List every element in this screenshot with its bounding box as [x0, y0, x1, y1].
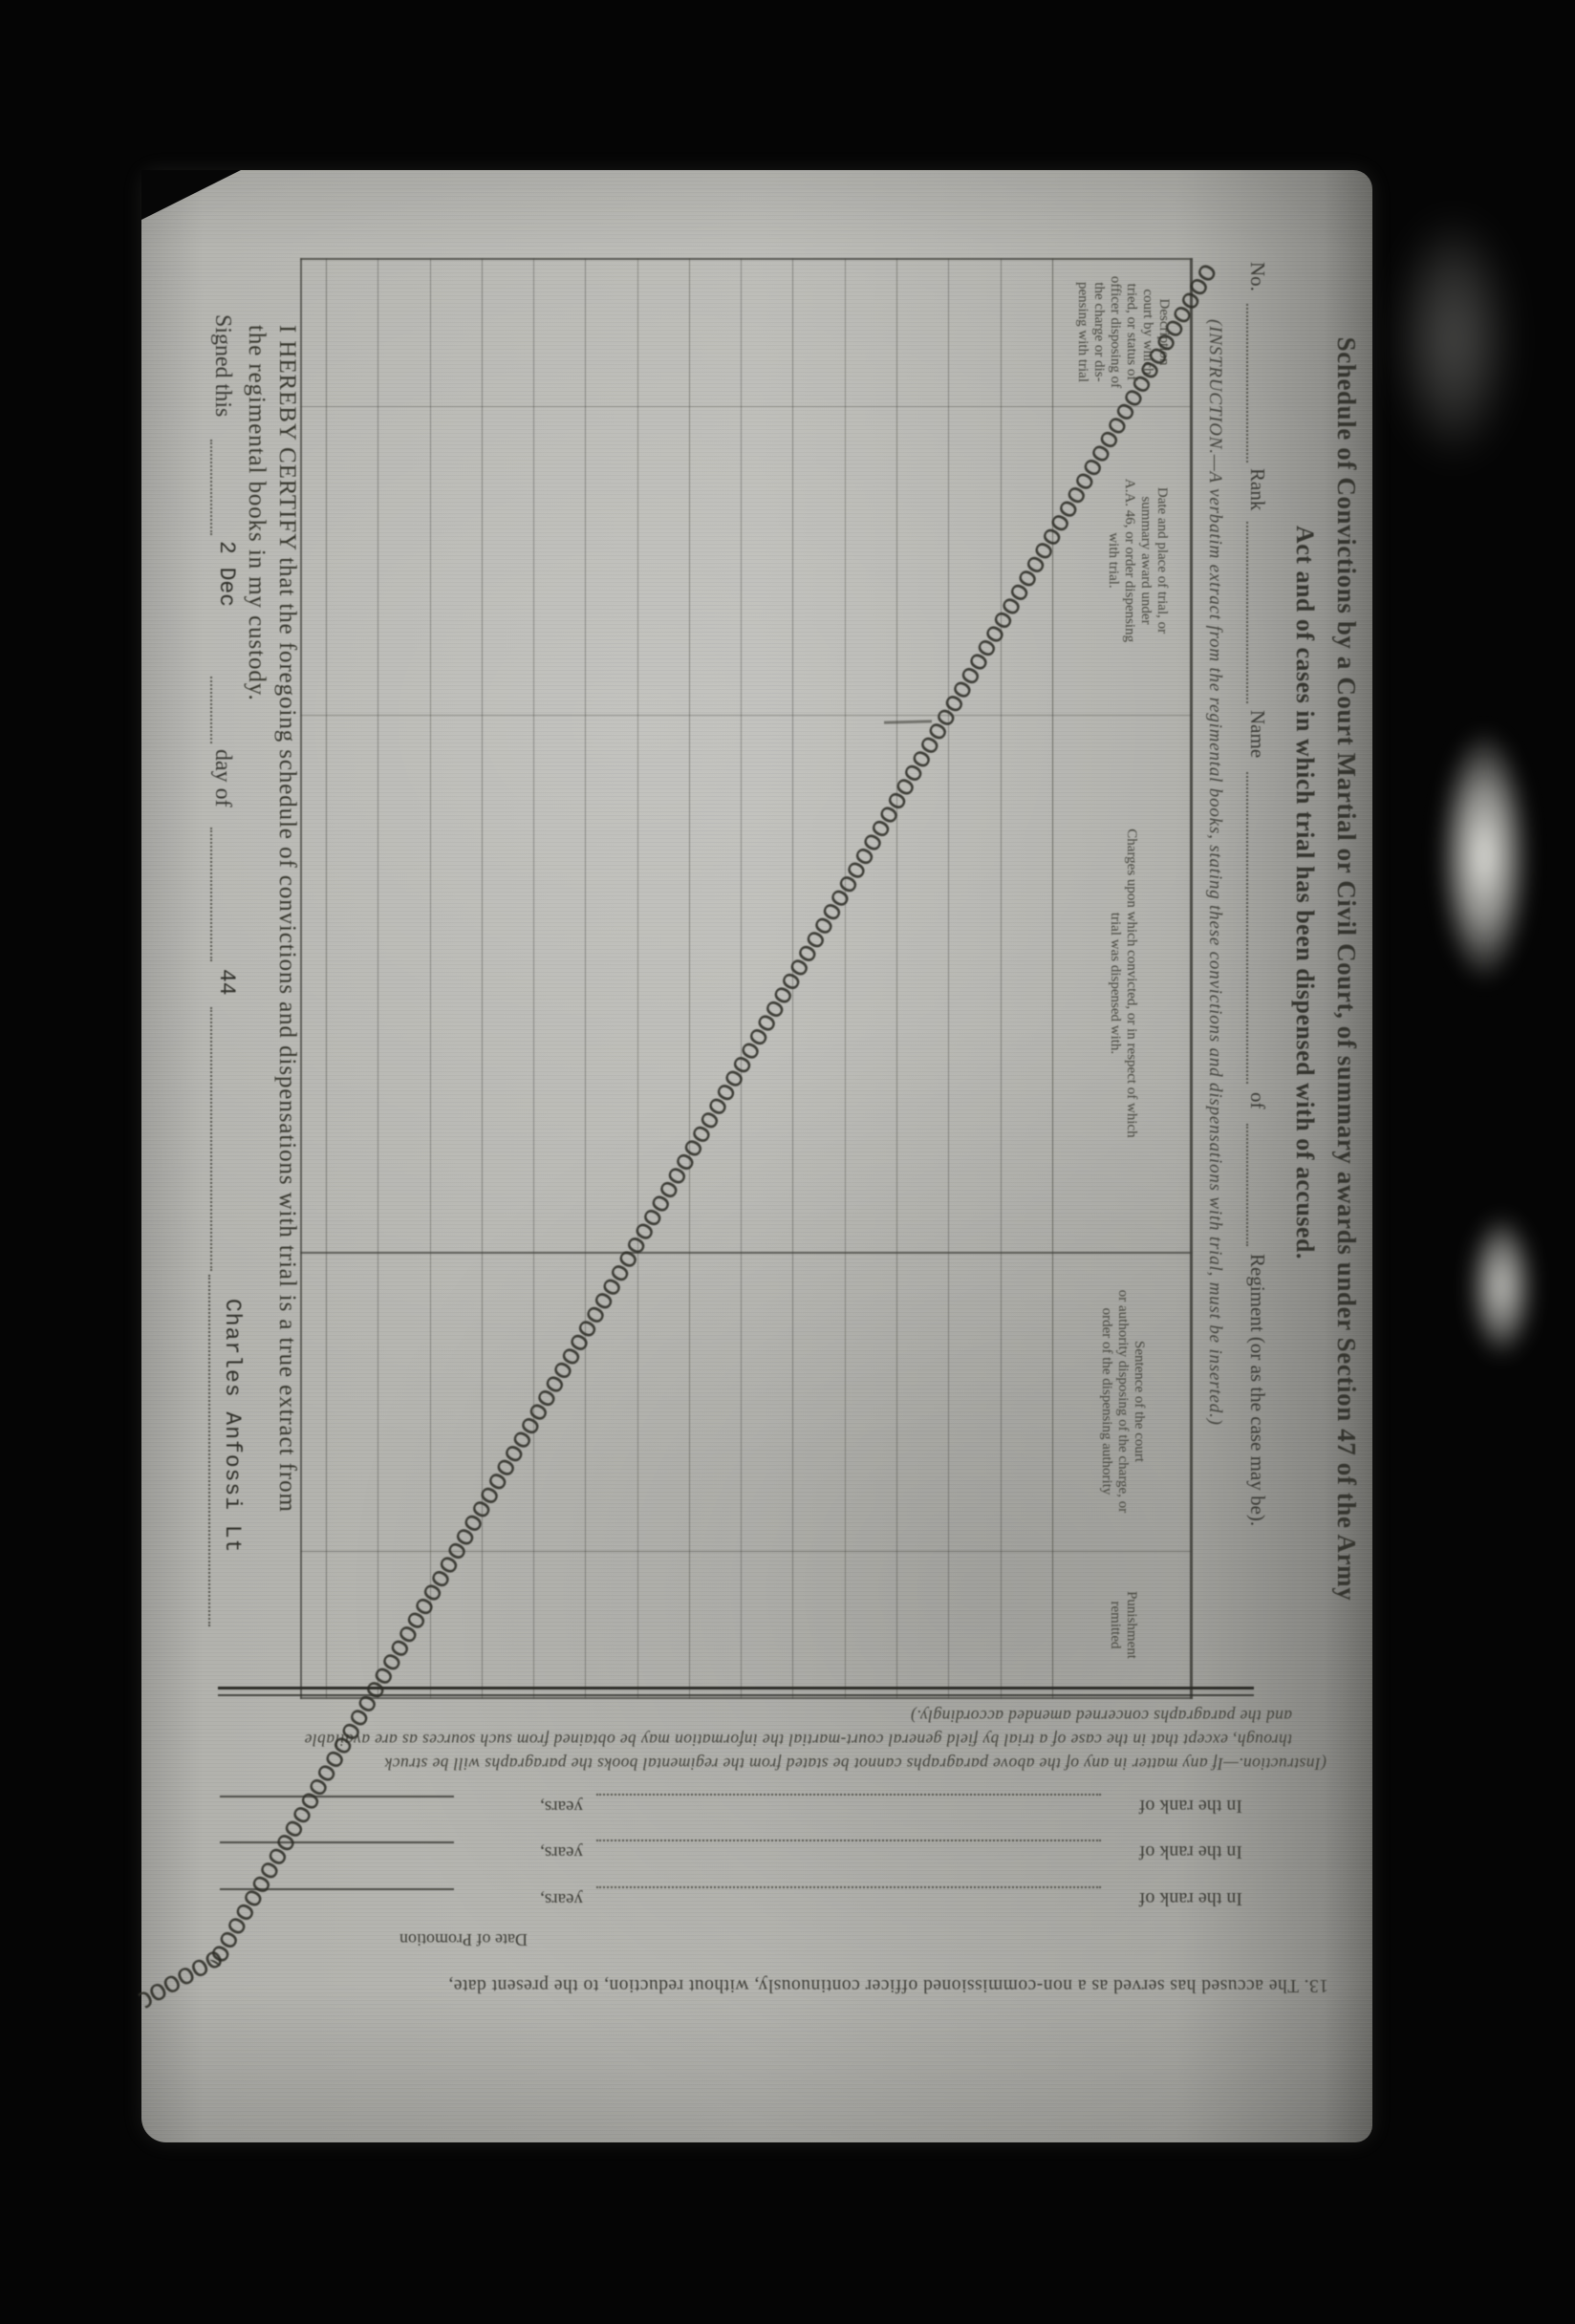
row-line: [845, 258, 846, 1699]
rank-leader: [1246, 522, 1269, 703]
certify-line2: the regimental books in my custody.: [244, 325, 270, 701]
regiment-label: Regiment (or as the case may be).: [1246, 1254, 1269, 1527]
row-line: [689, 258, 690, 1699]
years-label: years,: [540, 1842, 583, 1862]
signed-this-label: Signed this: [210, 314, 235, 418]
form-title-line2: Act and of cases in which trial has been…: [1291, 525, 1319, 1260]
header-line: order of the dispensing authority: [1099, 1307, 1115, 1496]
header-line: Punishment: [1124, 1591, 1139, 1659]
header-line: A.A. 46, or order dispensing: [1122, 478, 1137, 643]
signed-day-value: 2 Dec: [214, 541, 239, 608]
torn-corner-shadow: [141, 170, 241, 220]
years-label: years,: [540, 1797, 583, 1817]
promotion-date-rule: [220, 1841, 454, 1862]
header-line: the charge or dis-: [1091, 282, 1107, 382]
day-of-label: day of: [210, 749, 235, 807]
rank-label: Rank: [1246, 468, 1269, 511]
header-line: Sentence of the court: [1132, 1340, 1148, 1463]
header-line: Charges upon which convicted, or in resp…: [1124, 828, 1139, 1138]
promotion-date-rule: [220, 1796, 454, 1817]
in-the-rank-of-label: In the rank of: [1138, 1841, 1242, 1862]
years-label: years,: [540, 1889, 583, 1909]
header-line: summary award under: [1138, 496, 1154, 625]
in-the-rank-of-label: In the rank of: [1138, 1888, 1242, 1909]
schedule-of-convictions-form: Schedule of Convictions by a Court Marti…: [136, 166, 1416, 1733]
row-line: [326, 258, 327, 1699]
certify-line1: I HEREBY CERTIFY that the foregoing sche…: [274, 325, 300, 1513]
rank-row: In the rank of years,: [143, 1884, 1348, 1909]
date-of-promotion-label: Date of Promotion: [399, 1930, 528, 1949]
header-line: remitted: [1108, 1601, 1123, 1649]
column-header-charges: Charges upon which convicted, or in resp…: [1053, 715, 1193, 1252]
form-title-line1: Schedule of Convictions by a Court Marti…: [1332, 336, 1361, 1602]
header-line: trial was dispensed with.: [1108, 912, 1123, 1055]
in-the-rank-of-label: In the rank of: [1138, 1796, 1242, 1817]
no-label: No.: [1246, 262, 1269, 291]
row-line: [585, 258, 586, 1699]
film-artifact-haze: [1393, 212, 1514, 464]
convictions-table: Description court by which tried, or sta…: [300, 258, 1193, 1699]
of-label: of: [1246, 1092, 1269, 1109]
rank-row: In the rank of years,: [143, 1838, 1348, 1862]
rank-leader: [596, 1794, 1101, 1817]
header-line: or authority disposing of the charge, or: [1115, 1289, 1132, 1514]
name-label: Name: [1246, 710, 1269, 759]
signed-leader-1: [210, 440, 233, 535]
row-line: [637, 258, 638, 1699]
row-line: [430, 258, 431, 1699]
identity-band: No. Rank Name of Regiment (or as the cas…: [1241, 166, 1269, 1733]
footnote-instruction-line1: (Instruction.—If any matter in any of th…: [384, 1754, 1327, 1774]
no-leader: [1246, 304, 1269, 463]
table-bottom-rule: [300, 258, 302, 1699]
signed-leader-3: [210, 828, 233, 961]
column-header-punishment: Punishment remitted: [1053, 1551, 1193, 1699]
film-artifact-blob: [1468, 1214, 1535, 1359]
footnote-instruction-line2: through, except that in the case of a tr…: [304, 1731, 1292, 1750]
row-line: [741, 258, 742, 1699]
signed-leader-2: [210, 677, 233, 743]
of-leader: [1246, 1124, 1269, 1246]
name-leader: [1246, 772, 1269, 1084]
header-line: pensing with trial: [1075, 282, 1090, 382]
column-header-sentence: Sentence of the court or authority dispo…: [1053, 1252, 1193, 1551]
row-line: [533, 258, 534, 1699]
rank-leader: [596, 1840, 1101, 1862]
footnote-instruction-line3: and the paragraphs concerned amended acc…: [910, 1707, 1292, 1726]
row-line: [1001, 258, 1002, 1699]
signature-line: [208, 1275, 235, 1626]
document-page: [141, 170, 1372, 2142]
film-artifact-blob: [1438, 728, 1530, 984]
verbatim-instruction: (INSTRUCTION.—A verbatim extract from th…: [1205, 319, 1225, 1426]
service-statement-section: 13. The accused has served as a non-comm…: [143, 1684, 1348, 2018]
row-line: [896, 258, 897, 1699]
header-line: Date and place of trial, or: [1154, 486, 1170, 635]
row-line: [948, 258, 949, 1699]
header-line: officer disposing of: [1108, 275, 1123, 389]
rank-leader: [596, 1886, 1101, 1909]
signed-year-value: 44: [214, 969, 239, 996]
signed-row: Signed this 2 Dec day of 44 Charles Anfo…: [203, 166, 245, 1733]
item13-text: 13. The accused has served as a non-comm…: [447, 1975, 1328, 1995]
signed-leader-4: [210, 1007, 233, 1271]
